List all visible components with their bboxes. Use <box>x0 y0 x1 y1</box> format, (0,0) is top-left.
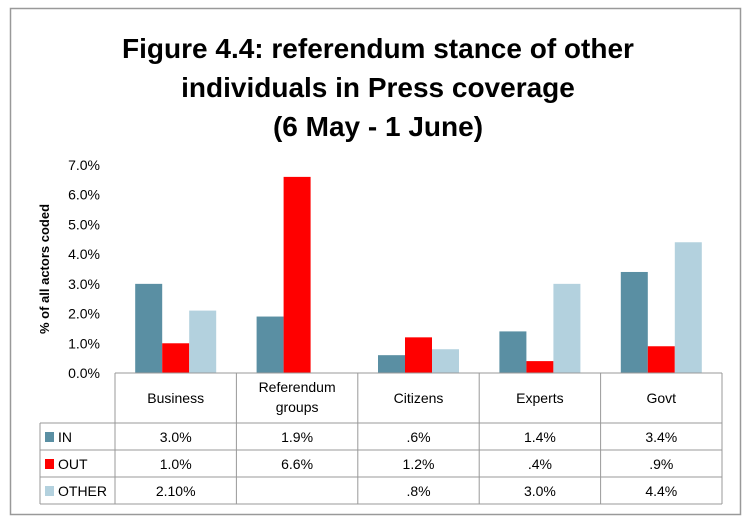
data-label: 6.6% <box>281 456 313 472</box>
y-axis-label: % of all actors coded <box>37 204 52 334</box>
title-line: Figure 4.4: referendum stance of other <box>122 33 634 64</box>
data-label: 1.2% <box>403 456 435 472</box>
data-label: 4.4% <box>645 483 677 499</box>
bar-out <box>283 176 311 373</box>
category-label: Citizens <box>394 390 444 406</box>
bar-out <box>526 361 554 373</box>
data-label: 3.0% <box>160 429 192 445</box>
category-label: Experts <box>516 390 563 406</box>
data-label: 1.0% <box>160 456 192 472</box>
y-tick-label: 2.0% <box>68 306 100 322</box>
bar-other <box>674 242 702 373</box>
legend-label: IN <box>58 429 72 445</box>
bar-in <box>378 355 405 373</box>
y-tick-label: 3.0% <box>68 276 100 292</box>
data-label: 3.4% <box>645 429 677 445</box>
bar-in <box>620 271 648 373</box>
y-tick-label: 0.0% <box>68 365 100 381</box>
y-tick-label: 1.0% <box>68 335 100 351</box>
legend-label: OUT <box>58 456 88 472</box>
data-table: Business Referendum groups Citizens Experts G… <box>39 372 723 505</box>
bar-out <box>647 346 675 373</box>
legend-key-in <box>45 432 54 442</box>
category-label: Business <box>147 390 204 406</box>
y-tick-label: 5.0% <box>68 216 100 232</box>
bar-in <box>499 331 527 373</box>
data-label: .9% <box>649 456 673 472</box>
y-axis-ticks: 0.0% 1.0% 2.0% 3.0% 4.0% 5.0% 6.0% 7.0% <box>68 157 100 381</box>
bar-in <box>256 316 284 373</box>
data-label: 1.4% <box>524 429 556 445</box>
bars <box>135 176 702 373</box>
y-tick-label: 6.0% <box>68 187 100 203</box>
chart-frame <box>9 7 742 516</box>
legend-key-other <box>45 486 54 496</box>
data-label: .4% <box>528 456 552 472</box>
legend-label: OTHER <box>58 483 107 499</box>
data-label: .6% <box>406 429 430 445</box>
bar-in <box>135 283 163 373</box>
bar-out <box>405 337 432 373</box>
data-label: 2.10% <box>156 483 196 499</box>
data-label: 3.0% <box>524 483 556 499</box>
chart-title: Figure 4.4: referendum stance of other in… <box>122 33 634 142</box>
data-label: .8% <box>406 483 430 499</box>
category-label: Govt <box>647 390 677 406</box>
bar-other <box>432 349 459 373</box>
category-label: groups <box>276 399 319 415</box>
bar-other <box>553 283 581 373</box>
y-tick-label: 7.0% <box>68 157 100 173</box>
data-label: 1.9% <box>281 429 313 445</box>
title-line: individuals in Press coverage <box>181 72 575 103</box>
bar-other <box>189 310 217 373</box>
y-tick-label: 4.0% <box>68 246 100 262</box>
category-label: Referendum <box>259 379 336 395</box>
title-line: (6 May - 1 June) <box>273 111 483 142</box>
legend-key-out <box>45 459 54 469</box>
bar-out <box>162 343 190 373</box>
